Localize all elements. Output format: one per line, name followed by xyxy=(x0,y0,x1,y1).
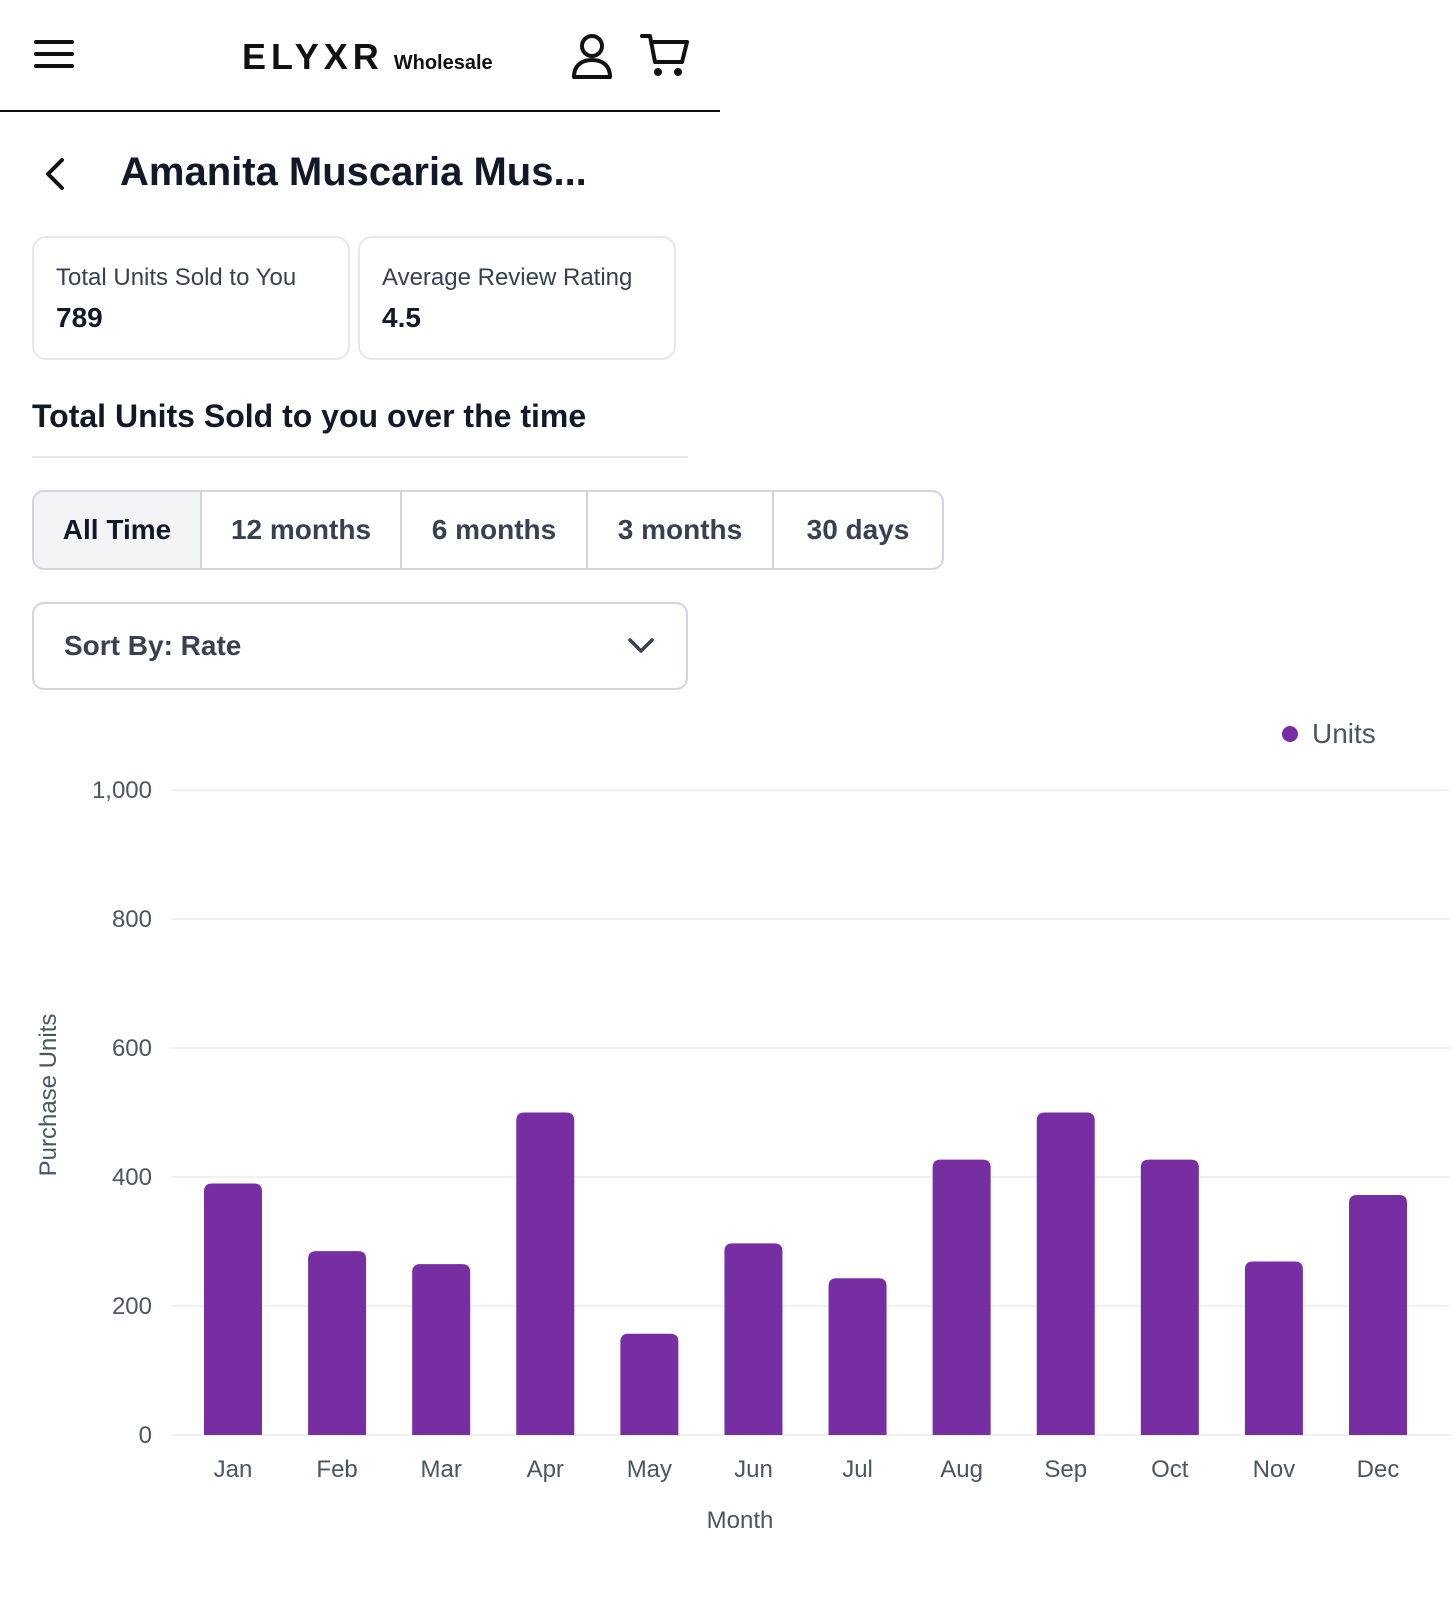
bar-jun xyxy=(724,1243,783,1435)
bar-apr xyxy=(516,1112,575,1435)
divider xyxy=(32,456,688,458)
bar-dec xyxy=(1349,1195,1407,1435)
cart-icon[interactable] xyxy=(640,30,690,80)
user-icon[interactable] xyxy=(570,33,614,79)
x-tick-label: Mar xyxy=(421,1456,462,1483)
bar-oct xyxy=(1140,1159,1199,1435)
y-axis-title: Purchase Units xyxy=(35,1014,62,1177)
time-range-tabs: All Time 12 months 6 months 3 months 30 … xyxy=(32,490,944,570)
bar-mar xyxy=(412,1264,471,1435)
brand-subtitle: Wholesale xyxy=(393,52,493,74)
page-title: Amanita Muscaria Mus... xyxy=(120,150,587,194)
bar-jul xyxy=(828,1278,887,1435)
units-bar-chart: 0 200 400 600 800 1,000 Jan Feb Mar Apr May Jun Jul A… xyxy=(35,720,1450,1534)
x-tick-label: May xyxy=(627,1456,672,1483)
y-tick-label: 0 xyxy=(139,1422,152,1449)
bar-aug xyxy=(932,1159,991,1435)
y-tick-label: 200 xyxy=(112,1293,152,1320)
stat-label: Total Units Sold to You xyxy=(56,264,297,291)
bar-feb xyxy=(308,1251,367,1435)
y-tick-label: 1,000 xyxy=(92,777,152,804)
section-title: Total Units Sold to you over the time xyxy=(32,398,587,434)
bar-sep xyxy=(1036,1112,1095,1435)
tab-all-time[interactable]: All Time xyxy=(34,492,202,568)
stat-card-review-rating: Average Review Rating 4.5 xyxy=(358,236,676,360)
chevron-down-icon xyxy=(628,638,654,653)
bar-jan xyxy=(204,1183,262,1435)
y-tick-label: 600 xyxy=(112,1035,152,1062)
back-arrow-icon[interactable] xyxy=(40,156,70,192)
top-header: ELYXR Wholesale xyxy=(0,0,720,112)
x-tick-label: Jun xyxy=(734,1456,773,1483)
x-tick-label: Nov xyxy=(1253,1456,1296,1483)
brand-logo[interactable]: ELYXR Wholesale xyxy=(242,36,493,78)
stat-value: 789 xyxy=(56,302,103,333)
x-tick-label: Feb xyxy=(316,1456,357,1483)
tab-6-months[interactable]: 6 months xyxy=(402,492,588,568)
x-tick-label: Apr xyxy=(527,1456,564,1483)
bar-may xyxy=(620,1333,679,1435)
x-tick-label: Dec xyxy=(1357,1456,1400,1483)
x-tick-label: Sep xyxy=(1044,1456,1087,1483)
x-tick-label: Aug xyxy=(940,1456,983,1483)
tab-3-months[interactable]: 3 months xyxy=(588,492,774,568)
x-axis-title: Month xyxy=(707,1507,774,1534)
x-tick-label: Oct xyxy=(1151,1456,1189,1483)
y-tick-label: 400 xyxy=(112,1164,152,1191)
tab-12-months[interactable]: 12 months xyxy=(202,492,402,568)
sort-select-value: Sort By: Rate xyxy=(64,630,242,661)
y-tick-label: 800 xyxy=(112,906,152,933)
stat-card-total-units: Total Units Sold to You 789 xyxy=(32,236,350,360)
legend-label: Units xyxy=(1312,720,1376,749)
x-tick-label: Jan xyxy=(214,1456,253,1483)
bar-nov xyxy=(1244,1261,1303,1435)
brand-name: ELYXR xyxy=(242,36,384,77)
stat-value: 4.5 xyxy=(382,302,421,333)
menu-icon[interactable] xyxy=(34,38,76,70)
stat-label: Average Review Rating xyxy=(382,264,633,291)
sort-select[interactable]: Sort By: Rate xyxy=(32,602,688,690)
legend-swatch xyxy=(1282,726,1298,742)
x-tick-label: Jul xyxy=(842,1456,873,1483)
tab-30-days[interactable]: 30 days xyxy=(806,514,910,545)
